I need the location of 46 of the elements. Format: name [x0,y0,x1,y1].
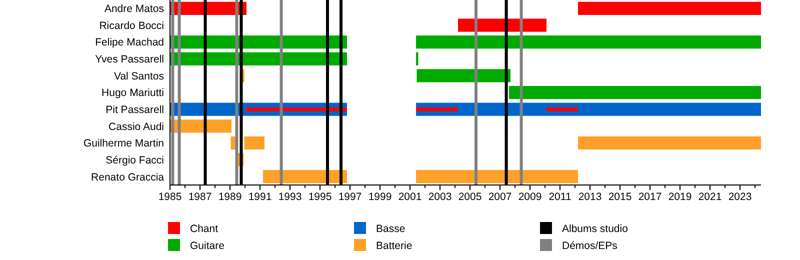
x-tick-label: 2021 [698,191,722,203]
x-tick-label: 1993 [278,191,302,203]
x-tick-label: 2017 [638,191,662,203]
x-tick-label: 2003 [428,191,452,203]
x-tick-label: 1999 [368,191,392,203]
x-tick-label: 2001 [398,191,422,203]
x-tick-label: 1991 [248,191,272,203]
legend-label: Batterie [376,240,412,252]
bar [509,86,761,100]
bar [416,170,578,184]
y-tick-label: Andre Matos [104,3,164,16]
bar [244,136,264,150]
x-tick-label: 2009 [518,191,542,203]
y-tick-label: Pit Passarell [106,104,164,116]
bar [416,69,510,82]
legend-label: Démos/EPs [562,240,618,252]
bar [578,136,761,150]
legend-label: Guitare [190,240,225,252]
bar [546,107,578,112]
legend-label: Albums studio [562,223,628,235]
x-tick-label: 2011 [548,191,572,203]
bar [416,107,458,112]
x-tick-label: 1997 [338,191,362,203]
y-tick-label: Cassio Audi [108,120,164,133]
y-tick-label: Hugo Mariutti [102,87,164,100]
legend-label: Basse [376,223,406,235]
x-tick-label: 2023 [728,191,752,203]
y-tick-label: Sérgio Facci [106,154,164,166]
bar [416,102,761,116]
x-tick-label: 2007 [488,191,512,203]
y-tick-label: Renato Graccia [91,171,164,184]
y-tick-label: Ricardo Bocci [99,20,164,32]
x-tick-label: 1985 [158,191,182,203]
x-tick-label: 2013 [578,191,602,203]
x-tick-label: 2019 [668,191,692,203]
y-tick-label: Felipe Machad [95,36,164,49]
y-tick-label: Guilherme Martin [83,138,164,150]
x-tick-label: 1995 [308,191,332,203]
legend-label: Chant [190,223,218,235]
x-tick-label: 1987 [188,191,212,203]
x-tick-label: 2015 [608,191,632,203]
x-tick-label: 1989 [218,191,242,203]
y-tick-label: Val Santos [114,70,164,82]
x-tick-label: 2005 [458,191,482,203]
bar [416,35,761,49]
y-tick-label: Yves Passarell [95,54,164,66]
